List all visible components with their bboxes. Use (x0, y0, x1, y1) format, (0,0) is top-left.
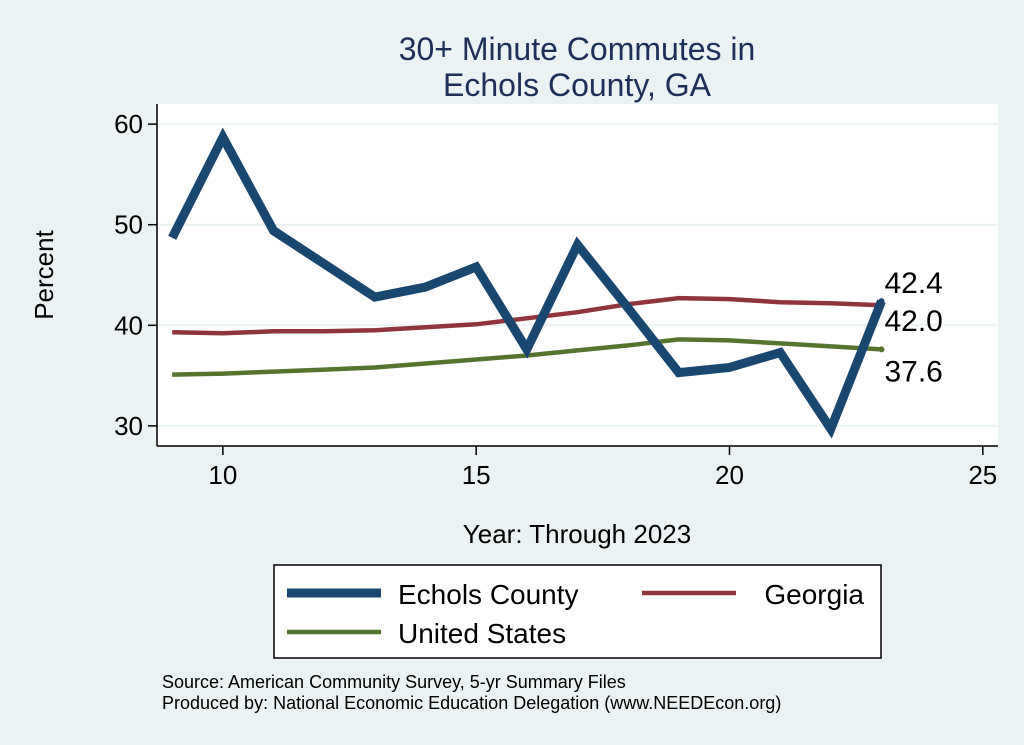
x-tick-label-15: 15 (462, 460, 491, 490)
end-label-united-states: 37.6 (884, 355, 942, 388)
y-ticks: 30 40 50 60 (114, 109, 157, 441)
x-axis-title: Year: Through 2023 (463, 519, 691, 549)
legend-label-echols: Echols County (398, 579, 579, 610)
legend-label-united-states: United States (398, 618, 566, 649)
y-axis-title: Percent (29, 229, 59, 319)
y-tick-label-30: 30 (114, 411, 143, 441)
y-tick-label-50: 50 (114, 210, 143, 240)
series-line-georgia (172, 295, 882, 336)
end-label-echols: 42.4 (884, 267, 942, 300)
y-tick-label-40: 40 (114, 310, 143, 340)
series-end-point-united-states (878, 346, 885, 353)
end-labels: 42.4 42.0 37.6 (884, 267, 942, 388)
chart-title-line-2: Echols County, GA (443, 67, 712, 103)
chart-title-line-1: 30+ Minute Commutes in (399, 31, 756, 67)
gridlines (157, 123, 998, 427)
legend-label-georgia: Georgia (764, 579, 864, 610)
series-lines (168, 127, 886, 439)
x-ticks: 10 15 20 25 (208, 446, 997, 490)
x-tick-label-10: 10 (208, 460, 237, 490)
end-label-georgia: 42.0 (884, 305, 942, 338)
y-tick-label-60: 60 (114, 109, 143, 139)
x-tick-label-20: 20 (715, 460, 744, 490)
x-tick-label-25: 25 (968, 460, 997, 490)
plot-area (157, 104, 998, 445)
series-end-point-echols (878, 298, 885, 305)
legend-box (273, 564, 882, 659)
produced-by-note: Produced by: National Economic Education… (162, 693, 781, 713)
legend: Echols County Georgia United States (273, 564, 882, 659)
series-line-echols (168, 127, 886, 439)
source-note: Source: American Community Survey, 5-yr … (162, 672, 626, 692)
